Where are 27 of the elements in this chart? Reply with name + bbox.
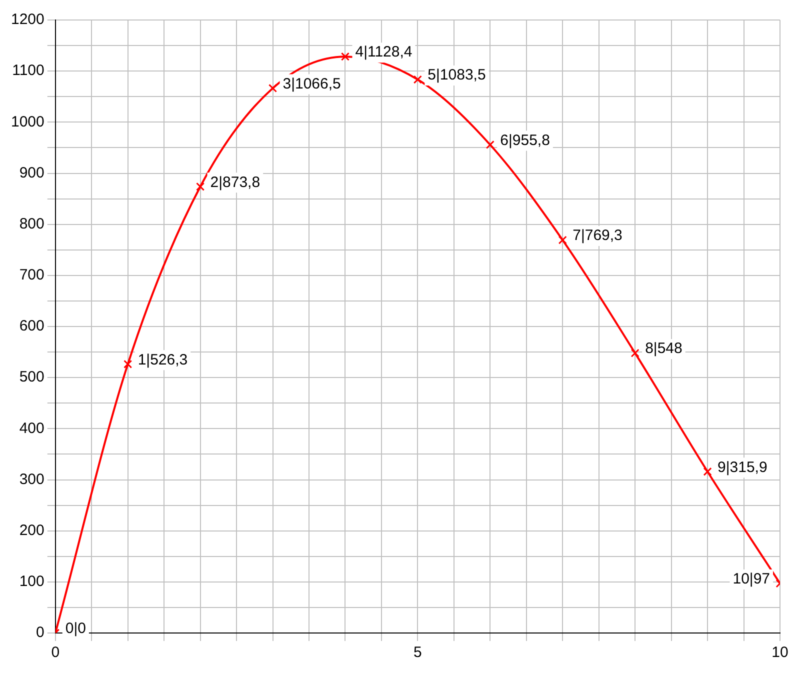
data-label: 3|1066,5 (282, 75, 341, 92)
data-label: 0|0 (65, 620, 86, 638)
data-label: 6|955,8 (500, 132, 550, 149)
y-tick-label: 300 (19, 470, 44, 488)
y-tick-label: 900 (19, 164, 44, 182)
y-tick-label: 500 (19, 368, 44, 386)
x-tick-label: 10 (772, 644, 788, 662)
y-tick-label: 400 (19, 420, 44, 437)
y-tick-label: 1200 (10, 11, 44, 28)
y-tick-label: 1000 (10, 113, 44, 130)
data-label: 1|526,3 (138, 351, 188, 368)
x-tick-label: 0 (51, 644, 60, 662)
y-tick-label: 0 (36, 624, 44, 642)
data-label: 10|97 (732, 570, 770, 588)
data-label: 9|315,9 (718, 458, 768, 476)
data-label: 2|873,8 (210, 174, 260, 191)
data-label: 7|769,3 (572, 227, 622, 244)
y-tick-label: 800 (19, 215, 44, 232)
data-label: 5|1083,5 (428, 66, 486, 84)
data-label: 4|1128,4 (355, 44, 412, 61)
y-tick-label: 600 (19, 318, 44, 335)
x-tick-label: 5 (414, 644, 422, 662)
y-tick-label: 200 (19, 522, 44, 539)
y-tick-label: 1100 (12, 62, 44, 80)
y-tick-label: 700 (19, 266, 44, 284)
data-label: 8|548 (645, 340, 682, 358)
y-tick-label: 100 (19, 573, 44, 590)
